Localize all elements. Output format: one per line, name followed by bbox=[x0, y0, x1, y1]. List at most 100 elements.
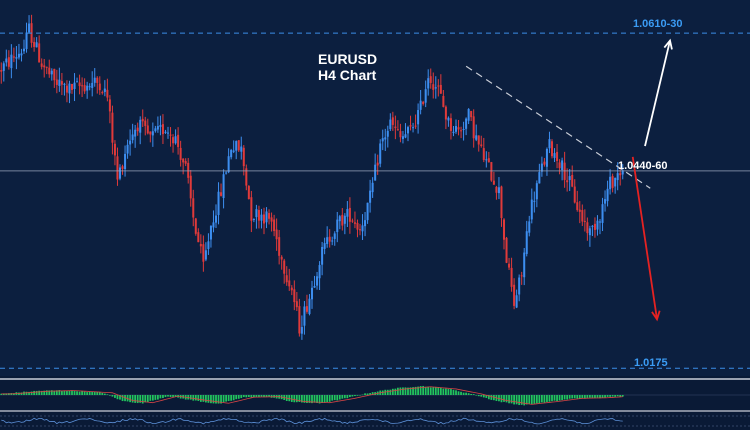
oscillator-bar bbox=[263, 395, 265, 398]
oscillator-bar bbox=[124, 395, 126, 402]
candle-body bbox=[250, 197, 253, 221]
candle-body bbox=[232, 150, 235, 152]
candle-body bbox=[558, 162, 561, 169]
candle-body bbox=[194, 218, 197, 234]
candle-body bbox=[53, 68, 56, 81]
oscillator-bar bbox=[63, 390, 66, 395]
oscillator-bar bbox=[336, 395, 339, 401]
candle-body bbox=[535, 183, 538, 200]
oscillator-bar bbox=[53, 390, 56, 395]
oscillator-bar bbox=[40, 390, 43, 395]
candle-body bbox=[333, 233, 336, 239]
oscillator-bar bbox=[589, 395, 591, 398]
oscillator-bar bbox=[604, 395, 606, 398]
oscillator-bar bbox=[220, 395, 222, 404]
oscillator-bar bbox=[510, 395, 513, 404]
candle-body bbox=[33, 41, 36, 47]
oscillator-bar bbox=[119, 395, 121, 400]
oscillator-bar bbox=[323, 395, 326, 403]
candle-body bbox=[616, 173, 619, 181]
candle-body bbox=[65, 85, 68, 93]
oscillator-bar bbox=[341, 395, 344, 399]
oscillator-bar bbox=[389, 389, 392, 395]
oscillator-bar bbox=[369, 393, 371, 395]
candle-body bbox=[230, 150, 233, 158]
candle-body bbox=[609, 176, 612, 190]
candle-body bbox=[621, 170, 624, 175]
candle-body bbox=[460, 130, 463, 132]
oscillator-bar bbox=[313, 395, 316, 403]
candle-body bbox=[573, 186, 576, 203]
oscillator-bar bbox=[551, 395, 553, 402]
candle-body bbox=[467, 109, 470, 121]
oscillator-bar bbox=[260, 395, 263, 397]
candle-body bbox=[328, 236, 331, 242]
oscillator-bar bbox=[407, 387, 409, 395]
oscillator-bar bbox=[490, 395, 493, 400]
candle-body bbox=[154, 128, 157, 132]
candle-body bbox=[270, 217, 273, 222]
oscillator-bar bbox=[331, 395, 334, 401]
oscillator-bar bbox=[601, 395, 604, 398]
candle-body bbox=[475, 135, 478, 140]
oscillator-bar bbox=[253, 395, 255, 398]
oscillator-bar bbox=[197, 395, 200, 401]
candle-body bbox=[78, 82, 81, 87]
oscillator-bar bbox=[475, 395, 478, 396]
candle-body bbox=[472, 116, 475, 139]
oscillator-bar bbox=[106, 394, 109, 395]
candle-body bbox=[55, 79, 58, 85]
oscillator-bar bbox=[346, 395, 349, 399]
oscillator-bar bbox=[301, 395, 303, 403]
candle-body bbox=[212, 222, 215, 228]
oscillator-bar bbox=[525, 395, 528, 405]
oscillator-bar bbox=[452, 389, 455, 395]
oscillator-bar bbox=[333, 395, 336, 401]
trendline-resistance bbox=[465, 65, 651, 189]
oscillator-bar bbox=[167, 395, 169, 397]
oscillator-bar bbox=[427, 386, 430, 395]
oscillator-bar bbox=[518, 395, 521, 406]
oscillator-bar bbox=[417, 386, 419, 395]
candle-body bbox=[581, 210, 584, 222]
candle-body bbox=[606, 188, 609, 202]
oscillator-bar bbox=[73, 390, 76, 395]
oscillator-bar bbox=[445, 388, 447, 395]
oscillator-bar bbox=[116, 395, 119, 400]
candle-body bbox=[427, 78, 430, 89]
candle-body bbox=[111, 112, 114, 143]
oscillator-bar bbox=[61, 390, 63, 395]
candle-body bbox=[424, 89, 427, 103]
oscillator-bar bbox=[482, 395, 485, 398]
oscillator-bar bbox=[114, 395, 116, 398]
candle-body bbox=[313, 286, 316, 288]
candle-body bbox=[0, 70, 3, 72]
oscillator-bar bbox=[455, 390, 457, 395]
oscillator-bar bbox=[599, 395, 601, 399]
oscillator-bar bbox=[356, 395, 359, 396]
forecast-down-arrow-shaft bbox=[631, 156, 658, 320]
oscillator-bar bbox=[157, 395, 159, 400]
oscillator-bar bbox=[467, 393, 470, 395]
candle-body bbox=[500, 186, 503, 218]
oscillator-bar bbox=[528, 395, 531, 404]
oscillator-bar bbox=[434, 387, 437, 395]
candle-body bbox=[245, 168, 248, 186]
oscillator-bar bbox=[465, 392, 467, 395]
oscillator-bar bbox=[442, 388, 445, 395]
oscillator-bar bbox=[349, 395, 351, 398]
candle-body bbox=[257, 210, 260, 221]
candle-body bbox=[384, 137, 387, 140]
candle-body bbox=[68, 83, 71, 94]
oscillator-panel bbox=[0, 376, 750, 430]
candle-body bbox=[310, 287, 314, 300]
oscillator-bar bbox=[616, 395, 619, 397]
oscillator-bar bbox=[566, 395, 569, 400]
oscillator-bar bbox=[131, 395, 134, 403]
candle-body bbox=[351, 220, 354, 222]
oscillator-bar bbox=[520, 395, 523, 405]
oscillator-bar bbox=[76, 391, 78, 395]
oscillator-bar bbox=[212, 395, 215, 404]
